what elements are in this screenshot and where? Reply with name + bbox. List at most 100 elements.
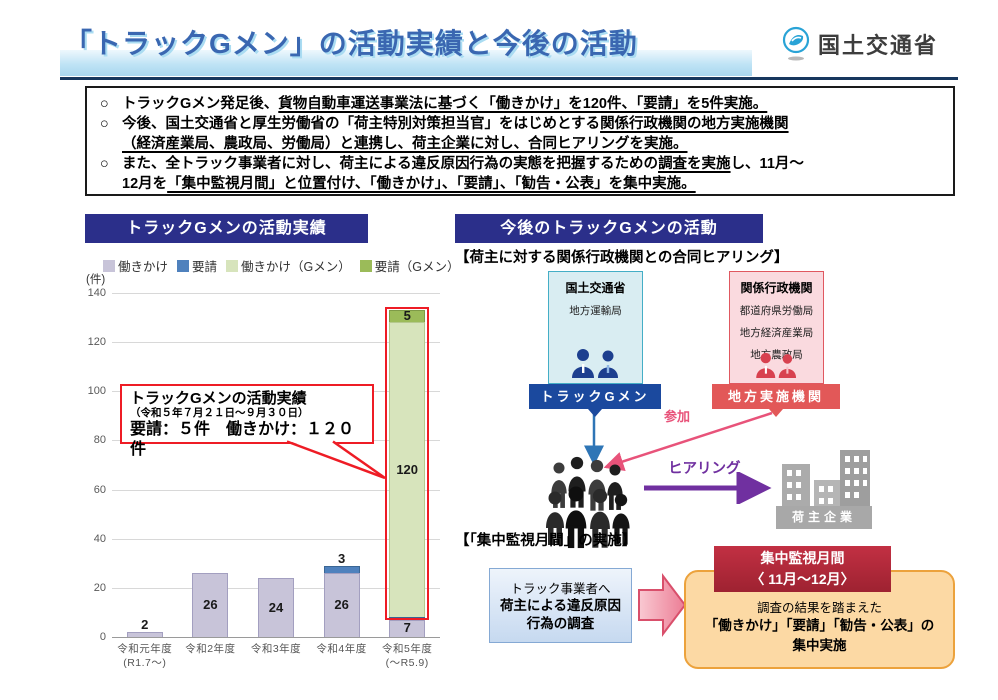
header-divider <box>60 77 958 80</box>
survey-line-2: 荷主による違反原因 <box>499 598 622 613</box>
legend-label: 働きかけ <box>118 260 169 274</box>
pink-participation-arrow <box>603 411 773 472</box>
bar-value-label: 24 <box>268 599 284 615</box>
local-implementation-label-text: 地方実施機関 <box>727 389 824 404</box>
y-axis-tick: 80 <box>93 434 106 447</box>
label-tail <box>588 409 602 417</box>
related-agencies-title: 関係行政機関 <box>740 281 813 295</box>
bullet-3-text-b: し、11月～ <box>730 156 804 172</box>
legend-swatch-icon <box>226 259 239 272</box>
bullet-2-underlined-b: （経済産業局、農政局、労働局）と連携し、荷主企業に対し、合同ヒアリングを実施。 <box>122 136 688 152</box>
legend-swatch-icon <box>177 259 190 272</box>
sanka-label: 参加 <box>664 409 691 424</box>
agency-item-2: 地方経済産業局 <box>739 327 814 339</box>
bullet-2-text: 今後、国土交通省と厚生労働省の「荷主特別対策担当官」をはじめとする <box>122 116 601 132</box>
monitor-body-2: 「働きかけ」「要請」「勧告・公表」の <box>704 618 935 633</box>
callout-pointer <box>286 440 386 480</box>
section-header-right: 今後のトラックGメンの活動 <box>455 214 763 243</box>
gridline <box>112 538 440 540</box>
participation-arrows <box>584 411 773 472</box>
officials-icon <box>755 352 796 378</box>
bar-segment <box>192 573 229 637</box>
monitoring-month-title: 集中監視月間 <box>760 550 845 566</box>
summary-bullet-2: ○ 今後、国土交通省と厚生労働省の「荷主特別対策担当官」をはじめとする関係行政機… <box>98 114 942 154</box>
chart-callout: トラックGメンの活動実績 （令和５年７月２１日～９月３０日） 要請：５件 働きか… <box>120 384 374 458</box>
y-axis-tick: 20 <box>93 581 106 594</box>
summary-bullet-1: ○ トラックGメン発足後、貨物自動車運送事業法に基づく「働きかけ」を120件、「… <box>98 94 942 114</box>
mlit-logo-icon <box>782 26 810 61</box>
y-axis-tick: 60 <box>93 483 106 496</box>
bar-value-label: 120 <box>396 461 419 477</box>
gridline <box>112 637 440 638</box>
mlit-org-item: 地方運輸局 <box>569 305 622 317</box>
page-title: 「トラックGメン」の活動実績と今後の活動 <box>64 28 638 59</box>
bullet-3-underlined-b: 「集中監視月間」と位置付け、「働きかけ」、「要請」、「勧告・公表」を集中実施。 <box>167 176 696 192</box>
mlit-org-box: 国土交通省 地方運輸局 <box>548 271 643 384</box>
bar-segment <box>389 619 426 637</box>
bar-segment <box>389 322 426 618</box>
callout-stats: 要請：５件 働きかけ：１２０件 <box>130 420 355 458</box>
bullet-3-text-a: また、全トラック事業者に対し、荷主による違反原因行為の実態を把握するための <box>122 156 659 172</box>
bar-segment <box>323 565 360 574</box>
y-axis-tick: 120 <box>87 336 106 349</box>
section-header-left: トラックGメンの活動実績 <box>85 214 368 243</box>
y-axis-tick: 140 <box>87 287 106 299</box>
gridline <box>112 342 440 344</box>
bullet-3-underlined-a: 調査を実施 <box>658 156 731 172</box>
monitoring-month-period: 〈 11月～12月〉 <box>750 571 855 587</box>
bar-segment <box>389 310 426 323</box>
survey-box: トラック事業者へ 荷主による違反原因 行為の調査 <box>489 568 632 643</box>
monitor-body-1: 調査の結果を踏まえた <box>756 601 882 615</box>
legend-swatch-icon <box>359 259 372 272</box>
title-underline-band <box>60 50 752 76</box>
bullet-circle-icon: ○ <box>100 116 109 132</box>
bullet-1-text: トラックGメン発足後、 <box>122 96 279 112</box>
agency-item-1: 都道府県労働局 <box>739 305 814 317</box>
chart-legend: 働きかけ 要請 働きかけ（Gメン） 要請（Gメン） <box>103 256 460 275</box>
y-axis-tick: 100 <box>87 385 106 398</box>
bullet-3-text-c: 12月を <box>122 176 168 192</box>
legend-item: 要請（Gメン） <box>359 256 460 275</box>
mlit-logo: 国土交通省 <box>780 26 938 62</box>
bar-value-label: 26 <box>334 597 349 613</box>
x-axis-label: 令和3年度 <box>250 643 302 655</box>
gmen-crowd-icon <box>546 456 630 549</box>
callout-period: （令和５年７月２１日～９月３０日） <box>130 407 309 420</box>
summary-box: ○ トラックGメン発足後、貨物自動車運送事業法に基づく「働きかけ」を120件、「… <box>85 86 955 196</box>
callout-title: トラックGメンの活動実績 <box>130 390 307 407</box>
flow-block-arrow <box>638 573 687 637</box>
bar-value-label: 26 <box>203 597 218 613</box>
legend-swatch-icon <box>103 259 115 272</box>
local-implementation-label: 地方実施機関 <box>712 384 840 417</box>
x-axis-label: 令和4年度 <box>316 643 367 655</box>
officials-icon <box>571 349 618 378</box>
legend-label: 要請（Gメン） <box>374 260 460 274</box>
bar-value-label: 2 <box>141 617 149 633</box>
bar-value-label: 5 <box>403 308 411 324</box>
x-axis-label: 令和元年度 (R1.7～) <box>117 643 173 669</box>
bar-segment <box>258 578 294 637</box>
y-axis-tick: 0 <box>99 631 106 643</box>
legend-label: 要請 <box>192 260 218 274</box>
hearing-label: ヒアリング <box>668 461 741 477</box>
gmen-highlight-box <box>385 306 430 621</box>
legend-label: 働きかけ（Gメン） <box>241 260 351 274</box>
monitor-body-3: 集中実施 <box>792 638 847 653</box>
hearing-arrow <box>644 472 772 504</box>
mlit-org-title: 国土交通省 <box>565 281 626 295</box>
truck-gmen-label: トラックGメン <box>529 384 661 417</box>
legend-item: 要請 <box>177 256 217 275</box>
bar-value-label: 7 <box>403 620 411 636</box>
x-axis-label: 令和5年度 (～R5.9) <box>382 643 433 669</box>
related-agencies-box: 関係行政機関 都道府県労働局 地方経済産業局 地方農政局 <box>729 271 824 384</box>
caption-joint-hearing: 【荷主に対する関係行政機関との合同ヒアリング】 <box>455 250 789 266</box>
label-tail <box>769 409 783 417</box>
chart-unit-label: (件) <box>86 274 106 286</box>
bar-segment <box>323 573 360 637</box>
bullet-2-underlined-a: 関係行政機関の地方実施機関 <box>600 116 789 132</box>
shipper-company-label: 荷主企業 <box>776 506 872 529</box>
gridline <box>112 489 440 491</box>
survey-line-1: トラック事業者へ <box>510 582 611 596</box>
mlit-logo-text: 国土交通省 <box>818 33 939 58</box>
